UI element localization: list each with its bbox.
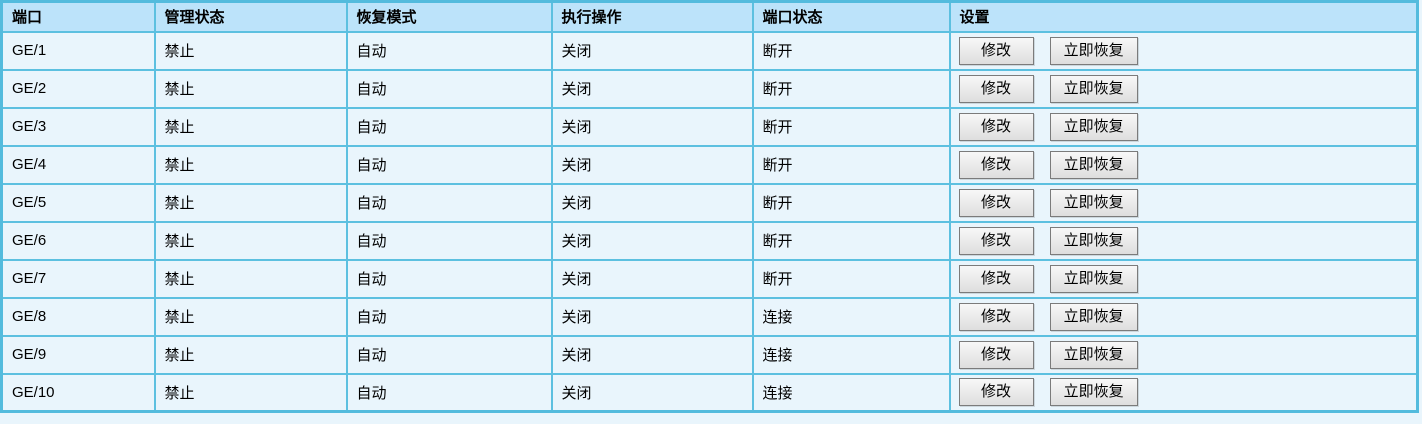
port-cell: GE/7	[0, 258, 156, 299]
recover-now-button[interactable]: 立即恢复	[1049, 264, 1138, 293]
modify-button[interactable]: 修改	[958, 188, 1034, 217]
recover-now-button[interactable]: 立即恢复	[1049, 36, 1138, 65]
settings-cell: 修改 立即恢复	[948, 106, 1419, 147]
recover-now-button[interactable]: 立即恢复	[1049, 340, 1138, 369]
modify-button[interactable]: 修改	[958, 264, 1034, 293]
port-cell: GE/10	[0, 372, 156, 413]
port-status-cell: 断开	[751, 144, 951, 185]
port-cell: GE/9	[0, 334, 156, 375]
action-cell: 关闭	[550, 372, 754, 413]
port-settings-table: 端口 管理状态 恢复模式 执行操作 端口状态 设置 GE/1 禁止 自动 关闭 …	[0, 0, 1419, 413]
port-cell: GE/4	[0, 144, 156, 185]
table-row: GE/6 禁止 自动 关闭 断开 修改 立即恢复	[0, 220, 1419, 261]
admin-status-cell: 禁止	[153, 30, 348, 71]
settings-cell: 修改 立即恢复	[948, 296, 1419, 337]
settings-cell: 修改 立即恢复	[948, 220, 1419, 261]
modify-button[interactable]: 修改	[958, 150, 1034, 179]
port-cell: GE/3	[0, 106, 156, 147]
settings-cell: 修改 立即恢复	[948, 182, 1419, 223]
admin-status-cell: 禁止	[153, 296, 348, 337]
admin-status-cell: 禁止	[153, 334, 348, 375]
port-status-cell: 断开	[751, 258, 951, 299]
port-status-cell: 连接	[751, 296, 951, 337]
recovery-mode-cell: 自动	[345, 144, 553, 185]
table-body: GE/1 禁止 自动 关闭 断开 修改 立即恢复 GE/2 禁止 自动 关闭 断…	[0, 30, 1419, 413]
modify-button[interactable]: 修改	[958, 36, 1034, 65]
action-cell: 关闭	[550, 144, 754, 185]
admin-status-cell: 禁止	[153, 144, 348, 185]
port-status-cell: 断开	[751, 106, 951, 147]
modify-button[interactable]: 修改	[958, 112, 1034, 141]
admin-status-cell: 禁止	[153, 372, 348, 413]
port-cell: GE/5	[0, 182, 156, 223]
table-row: GE/7 禁止 自动 关闭 断开 修改 立即恢复	[0, 258, 1419, 299]
table-row: GE/5 禁止 自动 关闭 断开 修改 立即恢复	[0, 182, 1419, 223]
settings-cell: 修改 立即恢复	[948, 258, 1419, 299]
recovery-mode-cell: 自动	[345, 220, 553, 261]
recover-now-button[interactable]: 立即恢复	[1049, 226, 1138, 255]
port-status-cell: 连接	[751, 372, 951, 413]
settings-cell: 修改 立即恢复	[948, 372, 1419, 413]
settings-cell: 修改 立即恢复	[948, 30, 1419, 71]
settings-cell: 修改 立即恢复	[948, 334, 1419, 375]
action-cell: 关闭	[550, 30, 754, 71]
column-header-settings: 设置	[948, 0, 1419, 33]
recovery-mode-cell: 自动	[345, 106, 553, 147]
port-status-cell: 断开	[751, 182, 951, 223]
settings-cell: 修改 立即恢复	[948, 68, 1419, 109]
recover-now-button[interactable]: 立即恢复	[1049, 150, 1138, 179]
port-cell: GE/6	[0, 220, 156, 261]
action-cell: 关闭	[550, 296, 754, 337]
modify-button[interactable]: 修改	[958, 226, 1034, 255]
admin-status-cell: 禁止	[153, 258, 348, 299]
port-status-cell: 连接	[751, 334, 951, 375]
port-cell: GE/2	[0, 68, 156, 109]
header-row: 端口 管理状态 恢复模式 执行操作 端口状态 设置	[0, 0, 1419, 33]
admin-status-cell: 禁止	[153, 182, 348, 223]
settings-cell: 修改 立即恢复	[948, 144, 1419, 185]
recover-now-button[interactable]: 立即恢复	[1049, 302, 1138, 331]
admin-status-cell: 禁止	[153, 106, 348, 147]
recovery-mode-cell: 自动	[345, 182, 553, 223]
port-status-cell: 断开	[751, 68, 951, 109]
column-header-recovery-mode: 恢复模式	[345, 0, 553, 33]
table-row: GE/2 禁止 自动 关闭 断开 修改 立即恢复	[0, 68, 1419, 109]
recovery-mode-cell: 自动	[345, 296, 553, 337]
recovery-mode-cell: 自动	[345, 372, 553, 413]
table-row: GE/9 禁止 自动 关闭 连接 修改 立即恢复	[0, 334, 1419, 375]
table-row: GE/3 禁止 自动 关闭 断开 修改 立即恢复	[0, 106, 1419, 147]
action-cell: 关闭	[550, 106, 754, 147]
recovery-mode-cell: 自动	[345, 334, 553, 375]
recovery-mode-cell: 自动	[345, 68, 553, 109]
action-cell: 关闭	[550, 182, 754, 223]
recover-now-button[interactable]: 立即恢复	[1049, 74, 1138, 103]
port-status-cell: 断开	[751, 30, 951, 71]
modify-button[interactable]: 修改	[958, 302, 1034, 331]
recovery-mode-cell: 自动	[345, 30, 553, 71]
port-cell: GE/8	[0, 296, 156, 337]
table-row: GE/8 禁止 自动 关闭 连接 修改 立即恢复	[0, 296, 1419, 337]
admin-status-cell: 禁止	[153, 68, 348, 109]
action-cell: 关闭	[550, 334, 754, 375]
column-header-action: 执行操作	[550, 0, 754, 33]
column-header-port-status: 端口状态	[751, 0, 951, 33]
admin-status-cell: 禁止	[153, 220, 348, 261]
action-cell: 关闭	[550, 220, 754, 261]
recover-now-button[interactable]: 立即恢复	[1049, 188, 1138, 217]
recovery-mode-cell: 自动	[345, 258, 553, 299]
port-cell: GE/1	[0, 30, 156, 71]
table-row: GE/10 禁止 自动 关闭 连接 修改 立即恢复	[0, 372, 1419, 413]
modify-button[interactable]: 修改	[958, 340, 1034, 369]
port-status-cell: 断开	[751, 220, 951, 261]
table-row: GE/1 禁止 自动 关闭 断开 修改 立即恢复	[0, 30, 1419, 71]
modify-button[interactable]: 修改	[958, 74, 1034, 103]
modify-button[interactable]: 修改	[958, 378, 1034, 407]
column-header-port: 端口	[0, 0, 156, 33]
recover-now-button[interactable]: 立即恢复	[1049, 378, 1138, 407]
action-cell: 关闭	[550, 68, 754, 109]
recover-now-button[interactable]: 立即恢复	[1049, 112, 1138, 141]
column-header-admin-status: 管理状态	[153, 0, 348, 33]
table-row: GE/4 禁止 自动 关闭 断开 修改 立即恢复	[0, 144, 1419, 185]
action-cell: 关闭	[550, 258, 754, 299]
